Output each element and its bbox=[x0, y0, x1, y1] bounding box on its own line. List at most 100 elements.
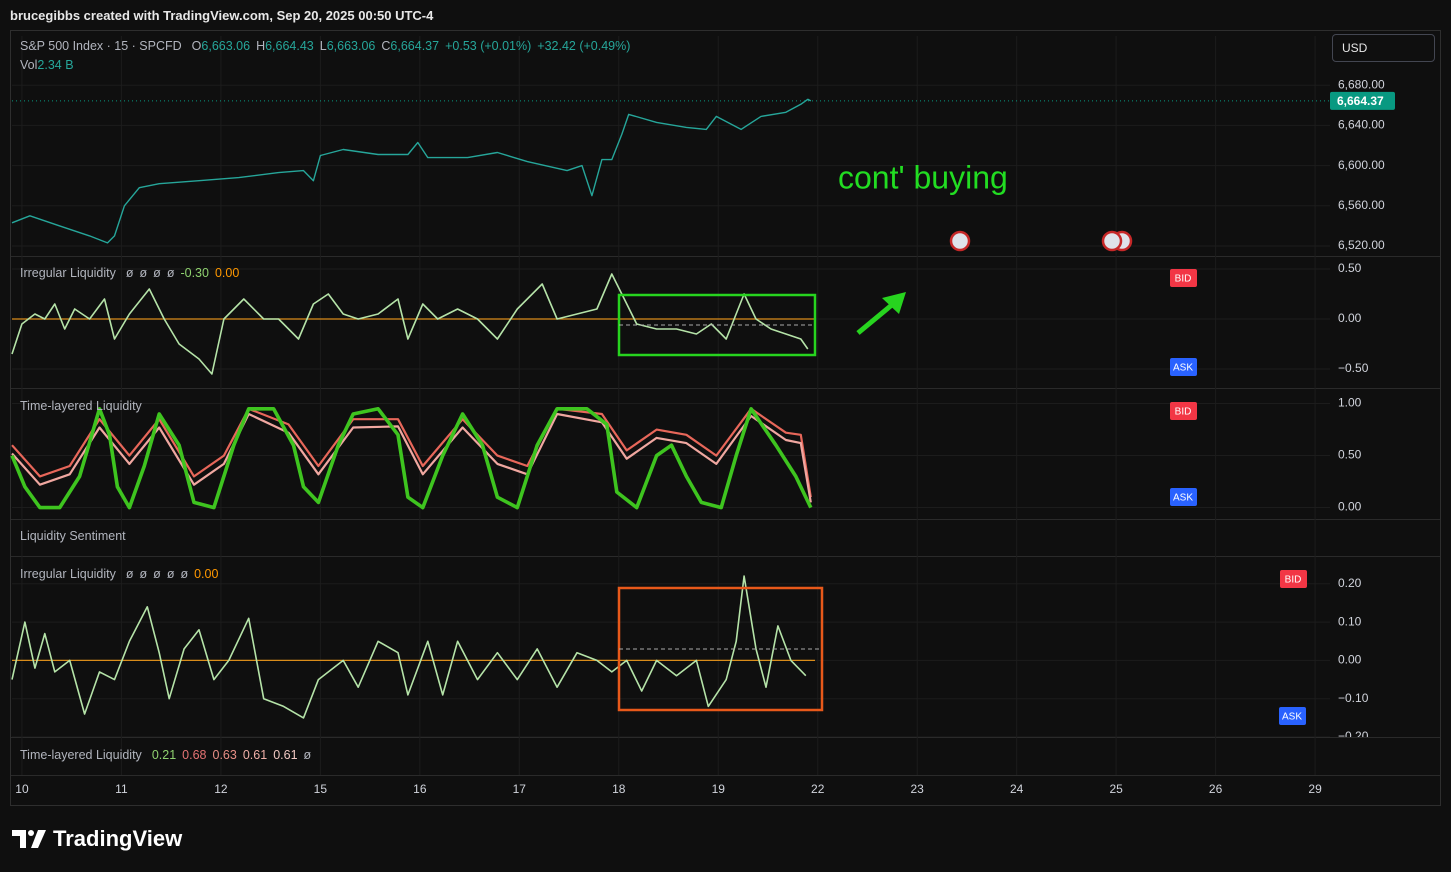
volume-value: 2.34 B bbox=[37, 58, 74, 72]
legend-value: ø bbox=[153, 266, 161, 280]
volume-key: Vol bbox=[20, 58, 38, 72]
x-tick-label: 12 bbox=[214, 782, 228, 796]
pane-separators bbox=[11, 256, 1440, 776]
ohlc-key: C bbox=[381, 39, 391, 53]
badge-bg bbox=[1170, 402, 1197, 420]
series-line bbox=[11, 412, 812, 503]
logo-part bbox=[31, 830, 46, 848]
last-price-box bbox=[1330, 91, 1395, 110]
legend-value: 0.00 bbox=[214, 266, 240, 280]
arrow bbox=[856, 292, 906, 335]
marks: 6,520.00 6,560.00 6,600.00 6,640.00 6,680.00… bbox=[10, 77, 1385, 743]
badge: BID bbox=[1175, 274, 1192, 285]
x-tick-label: 10 bbox=[15, 782, 29, 796]
badge-bg bbox=[1170, 358, 1197, 376]
y-tick-label: 0.50 bbox=[1338, 448, 1362, 462]
price-legend: S&P 500 Index · 15 · SPCFD O6,663.06 H6,66… bbox=[20, 39, 636, 53]
series-line bbox=[11, 407, 812, 498]
y-tick-label: −0.10 bbox=[1338, 691, 1369, 705]
event-flag bbox=[949, 230, 971, 252]
header: brucegibbs created with TradingView.com,… bbox=[10, 8, 434, 23]
legend-value: 0.00 bbox=[194, 567, 219, 581]
x-tick-label: 11 bbox=[115, 782, 128, 796]
x-tick-label: 29 bbox=[1308, 782, 1322, 796]
currency-button[interactable]: USD bbox=[1332, 34, 1435, 62]
logo-part bbox=[28, 830, 34, 836]
y-tick-label: 6,520.00 bbox=[1338, 238, 1385, 252]
logo-part bbox=[12, 830, 26, 848]
y-tick-label: 0.20 bbox=[1338, 576, 1362, 590]
x-tick-label: 26 bbox=[1209, 782, 1223, 796]
indicator-legend: Irregular Liquidity ø ø ø ø -0.30 0.00 bbox=[20, 266, 245, 280]
y-tick-label: −0.50 bbox=[1338, 361, 1369, 375]
event-flags bbox=[949, 230, 1133, 252]
x-tick-label: 22 bbox=[811, 782, 825, 796]
ohlc-value: 6,663.06 bbox=[326, 39, 376, 53]
y-tick-label: 6,680.00 bbox=[1338, 77, 1385, 91]
badge: BID bbox=[1175, 407, 1192, 418]
brand: TradingView bbox=[53, 826, 183, 851]
ohlc-value: 6,664.37 bbox=[390, 39, 440, 53]
series-line bbox=[11, 575, 807, 719]
indicator-legend: Time-layered Liquidity 0.21 0.68 0.63 0.61 0.… bbox=[20, 748, 317, 762]
indicator-title: Time-layered Liquidity bbox=[20, 748, 142, 762]
indicator-title: Irregular Liquidity bbox=[20, 567, 116, 581]
pane: −0.50 0.00 0.50 bbox=[11, 261, 1369, 375]
brand-logo bbox=[12, 830, 46, 848]
legend-value: ø bbox=[303, 748, 312, 762]
series-line bbox=[11, 273, 809, 375]
x-tick-label: 17 bbox=[513, 782, 527, 796]
legend-value: ø bbox=[139, 567, 148, 581]
ohlc-key: O bbox=[191, 39, 202, 53]
legend-value: ø bbox=[180, 567, 189, 581]
last-price-label: 6,664.37 bbox=[1337, 94, 1384, 108]
y-tick-label: 1.00 bbox=[1338, 396, 1362, 410]
annotation: cont' buying bbox=[838, 159, 1008, 195]
legend-value: 0.68 bbox=[182, 748, 207, 762]
ohlc-key: L bbox=[319, 39, 327, 53]
legend-value: ø bbox=[153, 567, 161, 581]
indicator-title: Time-layered Liquidity bbox=[20, 399, 142, 413]
arrow-head bbox=[882, 292, 906, 314]
x-tick-label: 18 bbox=[612, 782, 626, 796]
legend-value: ø bbox=[166, 266, 175, 280]
badge: ASK bbox=[1173, 493, 1193, 504]
ohlc-value: 6,664.43 bbox=[265, 39, 314, 53]
x-tick-label: 25 bbox=[1109, 782, 1123, 796]
y-tick-label: −0.20 bbox=[1338, 729, 1369, 743]
badge-bg bbox=[1170, 269, 1197, 287]
badge-bg bbox=[1170, 488, 1197, 506]
badge-bg bbox=[1280, 570, 1307, 588]
ohlc-value: 6,663.06 bbox=[201, 39, 251, 53]
arrow-shaft bbox=[856, 302, 895, 335]
event-flag bbox=[1101, 230, 1123, 252]
x-tick-label: 16 bbox=[413, 782, 427, 796]
chart-frame bbox=[10, 30, 1441, 806]
change: +32.42 (+0.49%) bbox=[537, 39, 631, 53]
badge-bg bbox=[1279, 707, 1306, 725]
pane: 0.00 0.50 1.00 bbox=[10, 396, 1362, 514]
symbol: S&P 500 Index · 15 · SPCFD bbox=[20, 39, 182, 53]
legend-value: -0.30 bbox=[180, 266, 209, 280]
badge: ASK bbox=[1173, 363, 1193, 374]
x-tick-label: 23 bbox=[911, 782, 925, 796]
legend-value: 0.61 bbox=[273, 748, 298, 762]
series-line bbox=[11, 98, 812, 244]
y-tick-label: 0.00 bbox=[1338, 653, 1362, 667]
y-tick-label: 0.00 bbox=[1338, 311, 1362, 325]
x-tick-label: 24 bbox=[1010, 782, 1024, 796]
section-title: Liquidity Sentiment bbox=[20, 529, 126, 543]
indicator-legend: Irregular Liquidity ø ø ø ø ø 0.00 bbox=[20, 567, 224, 581]
y-tick-label: 0.00 bbox=[1338, 500, 1362, 514]
badge: ASK bbox=[1282, 712, 1302, 723]
y-tick-label: 6,640.00 bbox=[1338, 118, 1385, 132]
legend-value: ø bbox=[139, 266, 148, 280]
y-tick-label: 0.10 bbox=[1338, 614, 1362, 628]
indicator-legend: Time-layered Liquidity bbox=[20, 399, 152, 413]
legend-value: 0.21 bbox=[151, 748, 177, 762]
series-line bbox=[10, 407, 813, 510]
x-tick-label: 15 bbox=[314, 782, 328, 796]
y-tick-label: 0.50 bbox=[1338, 261, 1362, 275]
